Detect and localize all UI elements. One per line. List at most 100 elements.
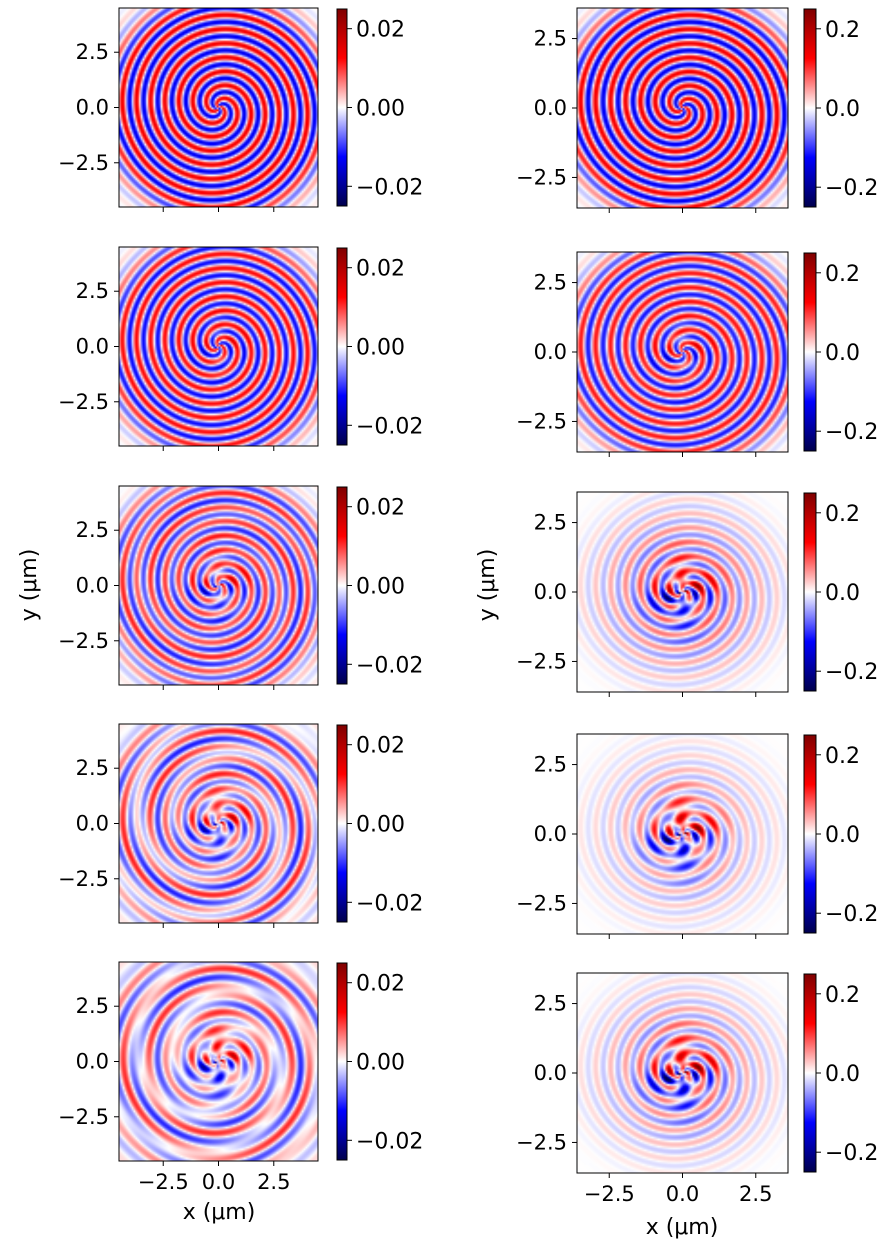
y-tick-label: 2.5 — [534, 27, 567, 51]
colorbar-tick-label: 0.2 — [825, 983, 860, 1008]
panel-right-4: 2.5 0.0 −2.5 0.2 0.0 −0.2 — [516, 733, 878, 939]
y-tick-label: −2.5 — [516, 1130, 567, 1154]
y-tick-label: 0.0 — [534, 822, 567, 846]
colorbar-tick-label: 0.2 — [825, 262, 860, 287]
y-tick-label: −2.5 — [58, 867, 109, 891]
colorbar-tick-label: 0.00 — [356, 1051, 405, 1076]
colorbar — [336, 486, 348, 685]
colorbar-tick-label: 0.02 — [356, 18, 405, 43]
colorbar-tick-label: 0.0 — [825, 823, 860, 848]
colorbar-tick-label: 0.2 — [825, 18, 860, 43]
panel-left-1: 2.5 0.0 −2.5 0.02 0.00 −0.02 — [58, 7, 423, 212]
y-tick-label: 0.0 — [76, 335, 109, 359]
heatmap-right-4 — [577, 734, 788, 934]
panel-left-4: 2.5 0.0 −2.5 0.02 0.00 −0.02 — [58, 723, 423, 928]
panel-right-3: 2.5 0.0 −2.5 0.2 0.0 −0.2 — [516, 491, 878, 697]
y-tick-label: −2.5 — [58, 629, 109, 653]
colorbar-tick-label: 0.00 — [356, 336, 405, 361]
colorbar-tick-label: 0.0 — [825, 1062, 860, 1087]
x-tick-label: 0.0 — [666, 1182, 699, 1206]
y-tick-label: 2.5 — [534, 992, 567, 1016]
left-xlabel: x (μm) — [183, 1200, 256, 1225]
heatmap-left-2 — [119, 247, 318, 446]
colorbar-tick-label: 0.0 — [825, 97, 860, 122]
colorbar-tick-label: −0.02 — [356, 653, 423, 678]
heatmap-right-5 — [577, 973, 788, 1173]
colorbar-tick-label: −0.2 — [825, 420, 878, 445]
y-tick-label: −2.5 — [516, 165, 567, 189]
colorbar — [336, 247, 348, 446]
colorbar — [336, 724, 348, 923]
colorbar-tick-label: 0.2 — [825, 744, 860, 769]
panel-right-2: 2.5 0.0 −2.5 0.2 0.0 −0.2 — [516, 251, 878, 457]
colorbar-tick-label: −0.2 — [825, 902, 878, 927]
panel-left-5: 2.5 0.0 −2.5 −2.5 0.0 2.5 0.02 0.00 −0.02 — [58, 961, 423, 1194]
colorbar — [336, 962, 348, 1161]
colorbar-tick-label: −0.2 — [825, 1141, 878, 1166]
colorbar-tick-label: 0.00 — [356, 813, 405, 838]
colorbar — [803, 8, 817, 208]
panel-left-3: 2.5 0.0 −2.5 0.02 0.00 −0.02 — [58, 485, 423, 690]
heatmap-left-3 — [119, 486, 318, 685]
colorbar-tick-label: 0.02 — [356, 496, 405, 521]
x-tick-label: −2.5 — [584, 1182, 635, 1206]
y-tick-label: −2.5 — [58, 1105, 109, 1129]
y-tick-label: −2.5 — [516, 649, 567, 673]
y-tick-label: −2.5 — [516, 409, 567, 433]
right-xlabel: x (μm) — [646, 1215, 719, 1240]
colorbar — [803, 973, 817, 1173]
panel-right-5: 2.5 0.0 −2.5 −2.5 0.0 2.5 0.2 0.0 −0.2 — [516, 972, 878, 1206]
colorbar-tick-label: 0.0 — [825, 341, 860, 366]
x-tick-label: 2.5 — [739, 1182, 772, 1206]
colorbar-tick-label: −0.02 — [356, 175, 423, 200]
y-tick-label: 2.5 — [76, 40, 109, 64]
y-tick-label: −2.5 — [58, 151, 109, 175]
colorbar-tick-label: −0.2 — [825, 660, 878, 685]
y-tick-label: 2.5 — [76, 756, 109, 780]
heatmap-left-5 — [119, 962, 318, 1161]
colorbar-tick-label: 0.02 — [356, 734, 405, 759]
colorbar-tick-label: 0.00 — [356, 575, 405, 600]
heatmap-right-1 — [577, 8, 788, 208]
colorbar-tick-label: −0.2 — [825, 176, 878, 201]
colorbar — [803, 492, 817, 692]
y-tick-label: 0.0 — [76, 96, 109, 120]
y-tick-label: 0.0 — [534, 340, 567, 364]
y-tick-label: 0.0 — [534, 96, 567, 120]
y-tick-label: −2.5 — [58, 390, 109, 414]
x-tick-label: 2.5 — [257, 1170, 290, 1194]
y-tick-label: 0.0 — [534, 1061, 567, 1085]
y-tick-label: 2.5 — [534, 271, 567, 295]
y-tick-label: 0.0 — [76, 574, 109, 598]
heatmap-left-1 — [119, 8, 318, 207]
colorbar — [803, 252, 817, 452]
colorbar — [336, 8, 348, 207]
y-tick-label: 2.5 — [534, 753, 567, 777]
left-ylabel: y (μm) — [17, 549, 42, 622]
panel-left-2: 2.5 0.0 −2.5 0.02 0.00 −0.02 — [58, 246, 423, 451]
x-tick-label: 0.0 — [202, 1170, 235, 1194]
x-tick-label: −2.5 — [138, 1170, 189, 1194]
y-tick-label: 2.5 — [76, 279, 109, 303]
y-tick-label: −2.5 — [516, 891, 567, 915]
y-tick-label: 2.5 — [534, 511, 567, 535]
colorbar-tick-label: 0.02 — [356, 972, 405, 997]
heatmap-left-4 — [119, 724, 318, 923]
y-tick-label: 2.5 — [76, 994, 109, 1018]
colorbar — [803, 734, 817, 934]
colorbar-tick-label: 0.2 — [825, 502, 860, 527]
right-ylabel: y (μm) — [475, 549, 500, 622]
colorbar-tick-label: 0.00 — [356, 97, 405, 122]
y-tick-label: 0.0 — [534, 580, 567, 604]
colorbar-tick-label: 0.0 — [825, 581, 860, 606]
colorbar-tick-label: −0.02 — [356, 1129, 423, 1154]
y-tick-label: 0.0 — [76, 812, 109, 836]
colorbar-tick-label: 0.02 — [356, 257, 405, 282]
y-tick-label: 2.5 — [76, 518, 109, 542]
colorbar-tick-label: −0.02 — [356, 414, 423, 439]
heatmap-right-3 — [577, 492, 788, 692]
y-tick-label: 0.0 — [76, 1050, 109, 1074]
heatmap-right-2 — [577, 252, 788, 452]
panel-right-1: 2.5 0.0 −2.5 0.2 0.0 −0.2 — [516, 7, 878, 213]
